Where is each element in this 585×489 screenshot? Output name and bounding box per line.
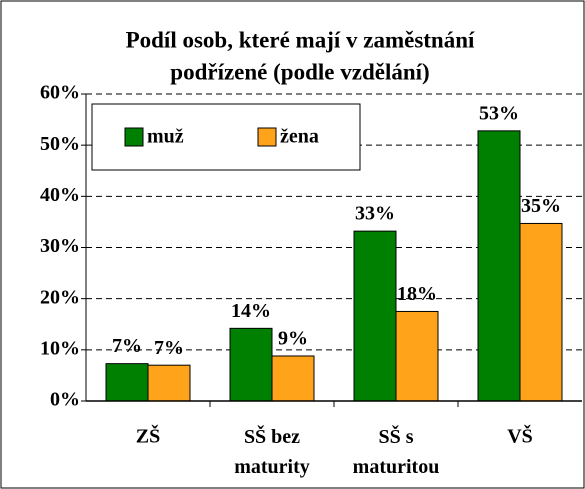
bar: [395, 310, 439, 402]
legend-swatch: [257, 127, 277, 147]
bar: [519, 222, 563, 402]
y-tick-label: 0%: [50, 389, 80, 411]
data-label: 9%: [278, 328, 308, 350]
bar: [271, 355, 315, 402]
chart-title: Podíl osob, které mají v zaměstnání: [126, 27, 475, 52]
data-label: 35%: [521, 195, 561, 217]
x-tick-label: VŠ: [507, 424, 533, 448]
data-label: 18%: [397, 283, 437, 305]
x-tick-label: SŠ s maturitou: [353, 424, 440, 478]
x-tick-label: ZŠ: [136, 424, 160, 448]
legend-label: žena: [280, 126, 319, 148]
bar: [477, 130, 521, 402]
bar: [229, 327, 273, 402]
y-tick-label: 10%: [40, 337, 80, 359]
y-tick-label: 30%: [40, 235, 80, 257]
y-tick-label: 50%: [40, 133, 80, 155]
legend-swatch: [124, 127, 144, 147]
data-label: 53%: [479, 102, 519, 124]
y-tick-label: 40%: [40, 184, 80, 206]
bar: [353, 230, 397, 402]
bar: [105, 363, 149, 402]
bar: [147, 364, 191, 402]
legend-label: muž: [147, 126, 184, 148]
data-label: 7%: [112, 335, 142, 357]
y-tick-label: 60%: [40, 82, 80, 104]
y-tick-label: 20%: [40, 286, 80, 308]
data-label: 14%: [231, 300, 271, 322]
x-tick-label: SŠ bez maturity: [234, 424, 310, 478]
data-label: 33%: [355, 203, 395, 225]
data-label: 7%: [154, 337, 184, 359]
chart-title: podřízené (podle vzdělání): [170, 59, 429, 84]
